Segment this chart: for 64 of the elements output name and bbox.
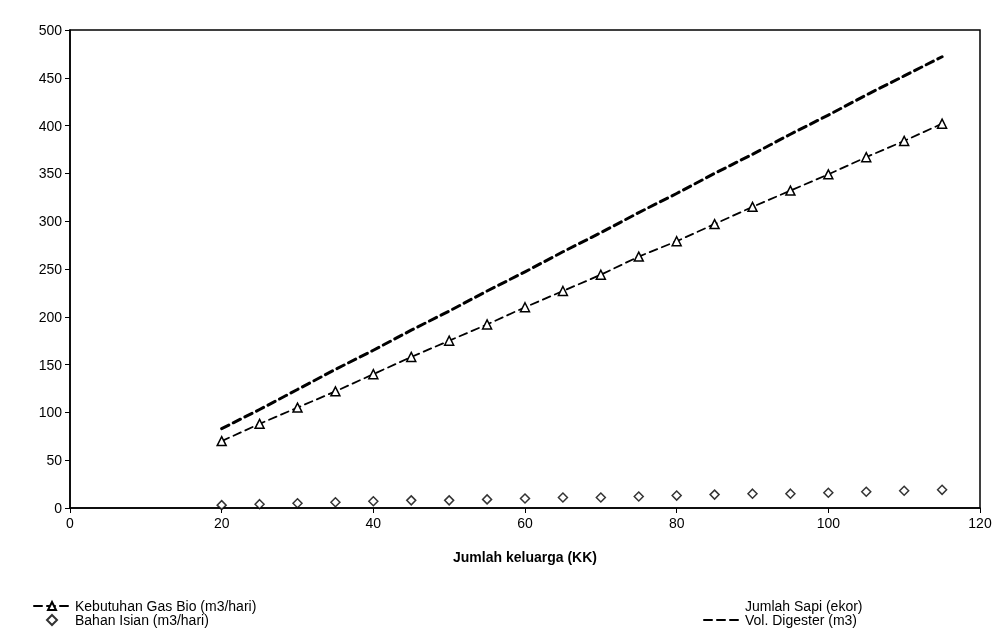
point (633, 251, 644, 262)
point (519, 301, 531, 313)
x-axis-title: Jumlah keluarga (KK) (453, 549, 597, 565)
point (671, 490, 682, 501)
y-tick-label: 100 (38, 404, 63, 421)
text: Jumlah Sapi (ekor) (745, 598, 863, 614)
point (368, 496, 379, 507)
point (443, 335, 455, 346)
point (557, 285, 569, 297)
y-tick-label: 400 (38, 117, 63, 134)
point (443, 495, 455, 506)
point (406, 495, 417, 506)
x-tick-label: 0 (66, 515, 75, 531)
legend-label: Kebutuhan Gas Bio (m3/hari) (75, 598, 257, 614)
point (747, 488, 758, 499)
legend-label: Vol. Digester (m3) (745, 612, 858, 628)
point (216, 499, 227, 511)
point (406, 351, 417, 363)
x-tick-label: 80 (668, 515, 685, 531)
point (519, 493, 531, 504)
point (823, 169, 834, 180)
x-tick-label: 100 (816, 515, 841, 531)
point (709, 218, 720, 230)
y-tick-label: 200 (38, 308, 63, 325)
point (254, 498, 265, 510)
point (785, 488, 796, 499)
point (368, 368, 379, 380)
point (861, 486, 872, 497)
point (861, 151, 872, 163)
line-series (220, 55, 944, 431)
x-tick-label: 60 (517, 515, 533, 531)
point (785, 185, 796, 196)
point (898, 135, 910, 147)
y-tick-label: 500 (38, 22, 63, 38)
point (481, 494, 493, 505)
point (671, 236, 682, 247)
point (557, 492, 569, 503)
point (595, 492, 607, 503)
point (481, 319, 493, 330)
point (709, 489, 720, 500)
y-tick-label: 0 (54, 500, 63, 516)
y-tick-label: 300 (38, 213, 63, 230)
y-tick-label: 50 (46, 452, 63, 469)
point (330, 497, 341, 508)
point (936, 118, 948, 129)
point (936, 484, 948, 496)
point (292, 497, 303, 509)
point (898, 485, 910, 497)
point (595, 269, 607, 280)
y-tick-label: 150 (38, 356, 63, 373)
y-tick-label: 250 (38, 261, 63, 277)
point (747, 201, 758, 213)
point (633, 491, 644, 502)
x-tick-label: 40 (365, 515, 382, 531)
x-tick-label: 120 (968, 515, 992, 531)
y-tick-label: 350 (38, 165, 63, 182)
legend-label: Bahan Isian (m3/hari) (75, 612, 209, 628)
point (254, 418, 265, 430)
point (216, 435, 227, 447)
point (292, 402, 303, 413)
y-tick-label: 450 (38, 69, 63, 86)
point (330, 386, 341, 397)
point (823, 487, 834, 498)
x-tick-label: 20 (213, 515, 230, 531)
